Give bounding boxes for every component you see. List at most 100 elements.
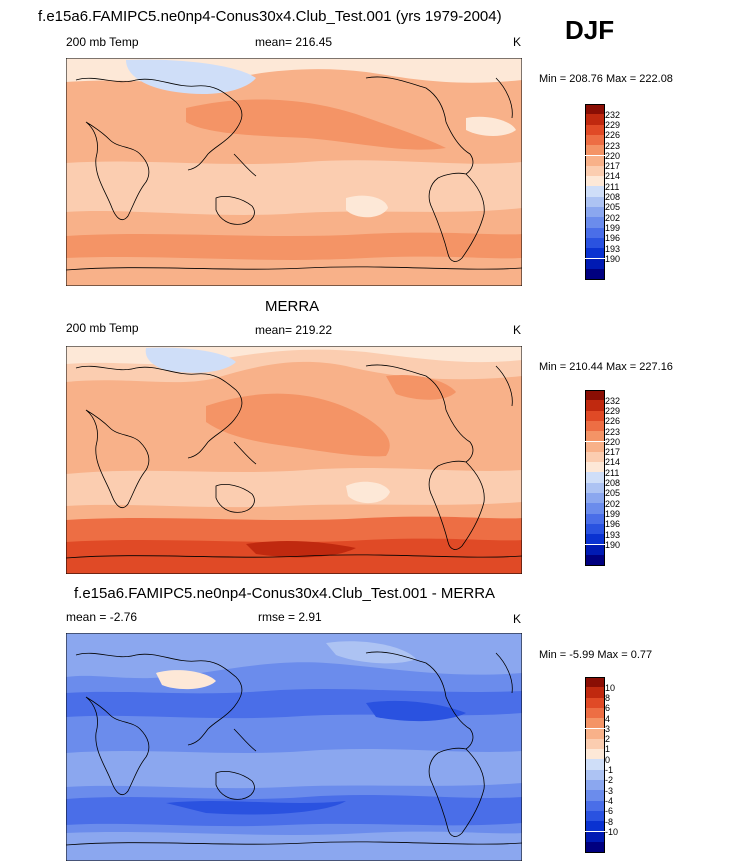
panel2-colorbar-tick-label: 205 [605,488,621,499]
panel2-colorbar-swatch [585,451,605,463]
panel2-colorbar-swatch [585,544,605,555]
panel3-colorbar-swatch [585,687,605,698]
panel2-map [66,346,522,574]
panel2-colorbar-tick-label: 199 [605,508,621,519]
panel2-mean-label: mean= 219.22 [255,323,333,337]
panel1-mean-label: mean= 216.45 [255,35,333,49]
panel3-colorbar-tick-label: 3 [605,723,611,734]
panel2-colorbar-tick-label: 196 [605,519,621,530]
panel1-colorbar-swatch [585,145,605,156]
panel3-colorbar-swatch [585,790,605,801]
panel2-colorbar-tick-label: 220 [605,436,621,447]
panel3-colorbar-swatch [585,728,605,739]
panel1-colorbar-tick-label: 199 [605,222,621,233]
panel2-colorbar-tick-label: 229 [605,405,621,416]
panel1-colorbar-swatch [585,268,605,281]
panel1-colorbar-tick-label: 220 [605,150,621,161]
panel1-colorbar-swatch [585,217,605,228]
panel2-colorbar-swatch [585,503,605,514]
panel3-colorbar-tick-label: -4 [605,795,614,806]
panel2-colorbar-tick-label: 226 [605,416,621,427]
panel2-colorbar-swatch [585,554,605,567]
panel1-colorbar-swatch [585,176,605,187]
panel2-colorbar-swatch [585,534,605,545]
panel1-colorbar-swatch [585,248,605,259]
panel2-colorbar-tick-label: 214 [605,457,621,468]
panel3-colorbar-swatch [585,718,605,729]
panel3-minmax-label: Min = -5.99 Max = 0.77 [539,649,653,661]
panel2-variable-label: 200 mb Temp [66,321,139,335]
panel2-colorbar-swatch [585,513,605,524]
panel1-colorbar-tick-label: 226 [605,130,621,141]
panel1-colorbar-swatch [585,196,605,207]
panel2-colorbar-tick-label: 190 [605,539,621,550]
panel1-colorbar-swatch [585,165,605,177]
panel3-colorbar-tick-label: -2 [605,775,614,786]
panel2-colorbar-tick-label: 208 [605,478,621,489]
panel3-colorbar-swatch [585,738,605,750]
figure-title: f.e15a6.FAMIPC5.ne0np4-Conus30x4.Club_Te… [38,8,502,25]
panel3-mean-label: mean = -2.76 [66,610,138,624]
panel1-colorbar-tick-label: 202 [605,212,621,223]
panel1-colorbar-tick-label: 217 [605,161,621,172]
panel1-units-label: K [513,35,522,49]
panel3-header: f.e15a6.FAMIPC5.ne0np4-Conus30x4.Club_Te… [74,585,496,602]
panel1-colorbar-tick-label: 208 [605,192,621,203]
panel2-minmax-label: Min = 210.44 Max = 227.16 [539,361,673,373]
panel3-units-label: K [513,612,522,626]
panel2-colorbar-tick-label: 202 [605,498,621,509]
panel3-colorbar-swatch [585,707,605,719]
panel1-colorbar-swatch [585,227,605,238]
panel2-colorbar-tick-label: 232 [605,395,621,406]
panel3-colorbar-tick-label: -3 [605,785,614,796]
panel2-colorbar-tick-label: 211 [605,467,620,478]
panel1-colorbar-swatch [585,104,605,116]
panel3-map [66,633,522,861]
panel1-colorbar-swatch [585,186,605,197]
panel1-colorbar-tick-label: 214 [605,171,621,182]
panel1-colorbar-tick-label: 232 [605,109,621,120]
panel3-colorbar-swatch [585,677,605,689]
panel1-colorbar-swatch [585,124,605,135]
panel3-colorbar-tick-label: 4 [605,713,611,724]
panel1-colorbar-tick-label: 190 [605,253,621,264]
panel3-colorbar-swatch [585,780,605,791]
panel1-colorbar-tick-label: 211 [605,181,620,192]
panel1-colorbar-swatch [585,237,605,249]
panel2-colorbar-swatch [585,482,605,493]
panel1-colorbar-tick-label: 223 [605,140,621,151]
panel2-header: MERRA [265,298,320,315]
panel3-colorbar-swatch [585,821,605,832]
panel2-colorbar-swatch [585,523,605,535]
panel3-colorbar-tick-label: 6 [605,703,611,714]
panel3-colorbar-swatch [585,831,605,842]
panel2-units-label: K [513,323,522,337]
panel1-colorbar-tick-label: 205 [605,202,621,213]
panel1-colorbar-swatch [585,258,605,269]
panel3-colorbar-tick-label: -6 [605,806,614,817]
panel3-colorbar-tick-label: -8 [605,816,614,827]
panel2-colorbar-tick-label: 223 [605,426,621,437]
panel1-colorbar-tick-label: 196 [605,233,621,244]
panel2-colorbar-tick-label: 217 [605,447,621,458]
panel2-colorbar-swatch [585,420,605,432]
panel3-colorbar-swatch [585,841,605,854]
panel3-colorbar-swatch [585,800,605,811]
panel2-colorbar-swatch [585,441,605,452]
panel3-colorbar-tick-label: 8 [605,692,611,703]
panel3-rmse-label: rmse = 2.91 [258,610,322,624]
panel3-colorbar-swatch [585,810,605,822]
panel1-colorbar-swatch [585,114,605,125]
panel1-minmax-label: Min = 208.76 Max = 222.08 [539,73,673,85]
panel3-colorbar-tick-label: 10 [605,682,616,693]
panel3-colorbar-swatch [585,697,605,708]
panel1-colorbar-swatch [585,155,605,166]
panel1-colorbar-tick-label: 229 [605,119,621,130]
panel3-colorbar-tick-label: 0 [605,754,611,765]
panel1-colorbar-swatch [585,134,605,146]
season-label: DJF [565,15,615,45]
panel1-colorbar-swatch [585,207,605,218]
panel2-colorbar-swatch [585,390,605,402]
panel3-colorbar-swatch [585,769,605,780]
panel2-colorbar-swatch [585,431,605,442]
